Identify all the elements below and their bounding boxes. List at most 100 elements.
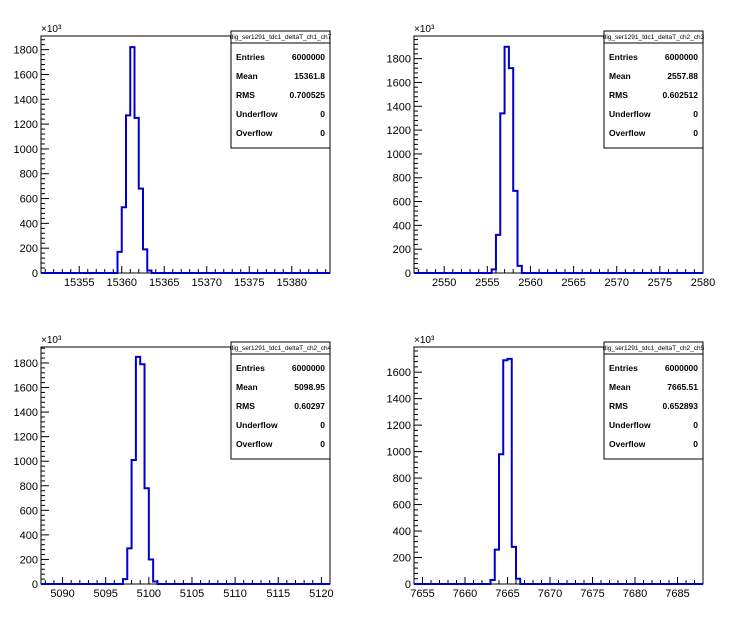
y-tick-label: 600	[393, 197, 411, 209]
x-tick-label: 5115	[266, 588, 290, 600]
stat-value: 6000000	[292, 52, 325, 62]
x-tick-label: 7675	[580, 588, 604, 600]
stat-value: 0	[320, 109, 325, 119]
stats-box: dig_ser1291_tdc1_deltaT_ch2_ch4 Entries 60…	[230, 341, 332, 460]
stat-value: 0	[320, 420, 325, 430]
x-tick-label: 2555	[475, 277, 499, 289]
stats-box-title: dig_ser1291_tdc1_deltaT_ch2_ch5	[603, 345, 705, 352]
x-tick-label: 2570	[604, 277, 628, 289]
histogram-panel-3: 5090 5095 5100 5105 5110 5115 5120 0 200 400 600 80…	[14, 335, 334, 600]
x-tick-label: 15365	[149, 277, 180, 289]
stat-value: 0	[693, 420, 698, 430]
stats-box-frame	[603, 30, 704, 149]
stat-label: Mean	[236, 382, 258, 392]
x-tick-label: 7665	[495, 588, 519, 600]
stats-box-title: dig_ser1291_tdc1_deltaT_ch2_ch3	[603, 34, 705, 41]
y-multiplier-label: ×10³	[414, 24, 435, 35]
histogram-panel-4: 7655 7660 7665 7670 7675 7680 7685 0 200 400 600 80…	[387, 335, 705, 600]
stat-value: 0.60297	[294, 401, 325, 411]
y-tick-label: 600	[393, 500, 411, 512]
stat-label: RMS	[609, 401, 628, 411]
y-tick-label: 200	[20, 243, 38, 255]
y-tick-label: 800	[20, 481, 38, 493]
histogram-outline	[41, 355, 330, 585]
stat-label: Mean	[236, 71, 258, 81]
histogram-outline	[414, 357, 703, 585]
stat-label: Overflow	[609, 128, 646, 138]
y-tick-label: 0	[405, 579, 411, 591]
y-tick-label: 1800	[14, 45, 38, 57]
stat-label: Entries	[609, 363, 638, 373]
stats-box-frame	[603, 341, 704, 460]
stat-label: Mean	[609, 71, 631, 81]
x-tick-label: 15360	[106, 277, 137, 289]
y-tick-label: 1400	[387, 394, 411, 406]
y-tick-label: 1200	[387, 420, 411, 432]
y-tick-label: 600	[20, 505, 38, 517]
stat-label: Underflow	[609, 109, 651, 119]
y-tick-label: 1400	[14, 94, 38, 106]
y-tick-label: 1400	[387, 101, 411, 113]
y-tick-label: 1800	[14, 358, 38, 370]
y-tick-label: 1600	[387, 77, 411, 89]
x-tick-label: 5100	[137, 588, 161, 600]
x-tick-label: 7660	[453, 588, 477, 600]
stat-label: RMS	[236, 401, 255, 411]
y-tick-label: 1000	[14, 456, 38, 468]
stat-value: 0.602512	[663, 90, 699, 100]
histogram-panel-1: 15355 15360 15365 15370 15375 15380 0 200 400 600…	[14, 24, 332, 289]
stat-label: Underflow	[236, 420, 278, 430]
y-tick-label: 200	[393, 244, 411, 256]
y-multiplier-label: ×10³	[41, 24, 62, 35]
y-tick-label: 400	[393, 220, 411, 232]
stat-value: 0	[693, 439, 698, 449]
y-tick-label: 400	[393, 526, 411, 538]
y-multiplier-label: ×10³	[41, 335, 62, 346]
x-tick-label: 15355	[64, 277, 95, 289]
histogram-outline	[41, 46, 330, 274]
y-tick-label: 1000	[14, 144, 38, 156]
stats-box: dig_ser1291_tdc1_deltaT_ch2_ch5 Entries 60…	[603, 341, 705, 460]
y-tick-label: 1600	[14, 383, 38, 395]
stats-box: dig_ser1291_tdc1_deltaT_ch1_ch7 Entries 60…	[230, 30, 332, 149]
x-tick-label: 5110	[223, 588, 247, 600]
x-tick-label: 7655	[410, 588, 434, 600]
x-tick-label: 5095	[93, 588, 117, 600]
stat-label: Entries	[609, 52, 638, 62]
stat-value: 0	[320, 128, 325, 138]
y-tick-label: 1800	[387, 54, 411, 66]
stats-box-frame	[230, 341, 331, 460]
x-tick-label: 7670	[538, 588, 562, 600]
y-tick-label: 200	[20, 554, 38, 566]
stat-value: 0	[320, 439, 325, 449]
x-tick-label: 2580	[691, 277, 715, 289]
histogram-panel-2: 2550 2555 2560 2565 2570 2575 2580 0 200 400 600 80…	[387, 24, 716, 289]
x-tick-label: 15370	[191, 277, 222, 289]
stat-value: 2557.88	[667, 71, 698, 81]
y-tick-label: 1000	[387, 149, 411, 161]
y-tick-label: 1600	[387, 367, 411, 379]
y-tick-label: 200	[393, 553, 411, 565]
stat-value: 0	[693, 109, 698, 119]
y-tick-label: 400	[20, 530, 38, 542]
x-tick-label: 5105	[180, 588, 204, 600]
y-tick-label: 1200	[14, 432, 38, 444]
stat-value: 0	[693, 128, 698, 138]
x-tick-label: 5090	[50, 588, 74, 600]
x-tick-label: 2550	[432, 277, 456, 289]
x-tick-label: 15375	[234, 277, 265, 289]
y-tick-label: 0	[32, 268, 38, 280]
stat-value: 5098.95	[294, 382, 325, 392]
stat-label: RMS	[609, 90, 628, 100]
y-tick-label: 1400	[14, 407, 38, 419]
x-tick-label: 5120	[309, 588, 333, 600]
y-tick-label: 1600	[14, 69, 38, 81]
y-tick-label: 1200	[387, 125, 411, 137]
y-tick-label: 400	[20, 218, 38, 230]
stat-value: 7665.51	[667, 382, 698, 392]
stat-label: Underflow	[609, 420, 651, 430]
y-multiplier-label: ×10³	[414, 335, 435, 346]
histogram-outline	[414, 45, 703, 274]
stat-label: Entries	[236, 52, 265, 62]
